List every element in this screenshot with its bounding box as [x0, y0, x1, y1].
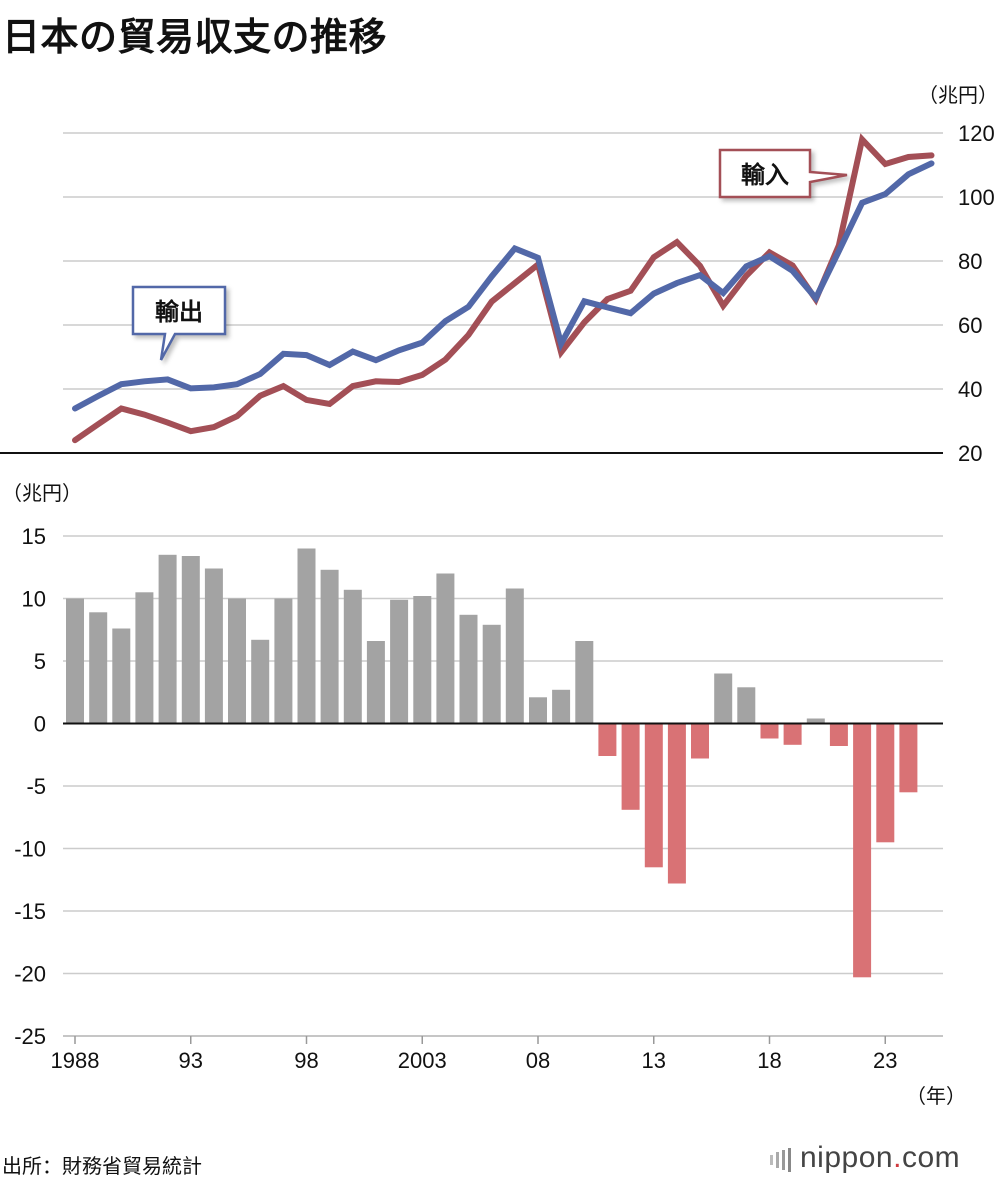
logo-bars-icon	[770, 1142, 794, 1176]
surplus-bar	[390, 599, 409, 724]
deficit-bar	[899, 723, 918, 793]
y-unit-label: （兆円）	[918, 83, 998, 107]
x-tick-label: 93	[179, 1048, 203, 1073]
surplus-bar	[366, 641, 385, 724]
y-tick-label: 15	[22, 524, 46, 549]
y-tick-label: 60	[958, 313, 982, 338]
surplus-bar	[251, 639, 270, 724]
deficit-bar	[598, 723, 617, 756]
y-tick-label: 5	[34, 649, 46, 674]
deficit-bar	[783, 723, 802, 745]
trade-line-chart: 20 40 60 80 100 120 （兆円）	[0, 83, 998, 466]
x-tick-label: 2003	[398, 1048, 447, 1073]
deficit-bar	[691, 723, 709, 759]
y-tick-label: -20	[14, 962, 46, 987]
deficit-bar	[853, 723, 872, 978]
surplus-bar	[343, 589, 362, 724]
page-title: 日本の貿易収支の推移	[2, 15, 388, 59]
deficit-bar	[644, 723, 663, 868]
surplus-bar	[505, 588, 524, 724]
x-tick-label: 98	[294, 1048, 318, 1073]
surplus-bar	[575, 641, 594, 724]
surplus-bar	[158, 554, 177, 724]
surplus-bar	[413, 596, 432, 724]
surplus-bar	[135, 592, 154, 724]
export-callout-label: 輸出	[155, 298, 203, 326]
x-unit-label: （年）	[906, 1084, 966, 1108]
y-unit-label: （兆円）	[2, 481, 82, 505]
import-callout: 輸入	[718, 148, 848, 199]
x-tick-label: 1988	[51, 1048, 100, 1073]
surplus-bar	[714, 673, 733, 724]
y-tick-label: 100	[958, 185, 995, 210]
x-tick-label: 18	[757, 1048, 781, 1073]
surplus-bar	[737, 687, 756, 724]
surplus-bar	[89, 612, 108, 724]
import-line	[72, 133, 935, 444]
logo-suffix: com	[901, 1141, 961, 1174]
y-tick-label: -5	[26, 774, 46, 799]
x-tick-label: 23	[873, 1048, 897, 1073]
x-tick-label: 13	[642, 1048, 666, 1073]
surplus-bar	[459, 614, 478, 724]
import-callout-label: 輸入	[741, 161, 789, 189]
deficit-bar	[621, 723, 640, 810]
x-tick-label: 08	[526, 1048, 550, 1073]
y-tick-label: 120	[958, 121, 995, 146]
y-tick-label: 20	[958, 441, 982, 466]
trade-balance-bar-chart: -25 -20 -15 -10 -5 0 5 10 15 （兆円） 1988 93 98 2003 08 13…	[2, 481, 966, 1108]
deficit-bar	[667, 723, 686, 884]
source-note: 出所：財務省貿易統計	[2, 1154, 202, 1178]
y-tick-label: -10	[14, 837, 46, 862]
export-line	[72, 160, 935, 412]
export-callout: 輸出	[131, 285, 227, 361]
deficit-bar	[760, 723, 779, 739]
nippon-logo: nippon.com	[770, 1141, 960, 1176]
surplus-bar	[436, 573, 455, 724]
y-tick-label: -15	[14, 899, 46, 924]
surplus-bar	[552, 689, 571, 724]
callouts: 輸出 輸入	[131, 148, 848, 361]
surplus-bar	[181, 556, 200, 724]
surplus-bar	[204, 568, 223, 724]
y-tick-label: 10	[22, 587, 46, 612]
deficit-bar	[829, 723, 848, 746]
surplus-bar	[274, 598, 293, 724]
deficit-bar	[876, 723, 895, 843]
surplus-bar	[66, 598, 84, 724]
y-tick-label: 0	[34, 712, 46, 737]
logo-dot: .	[893, 1141, 902, 1174]
y-tick-label: -25	[14, 1024, 46, 1049]
surplus-bar	[297, 548, 316, 724]
surplus-bar	[228, 598, 246, 724]
surplus-bar	[320, 569, 339, 724]
surplus-bar	[482, 624, 501, 724]
y-tick-label: 80	[958, 249, 982, 274]
y-tick-label: 40	[958, 377, 982, 402]
surplus-bar	[529, 697, 547, 724]
surplus-bar	[112, 628, 131, 724]
surplus-bar	[806, 718, 825, 724]
logo-name: nippon	[800, 1141, 894, 1174]
